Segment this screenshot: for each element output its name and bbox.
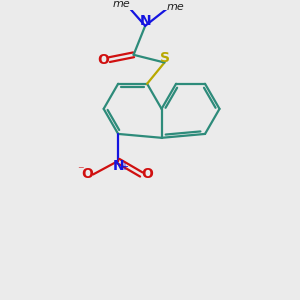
Text: me: me	[112, 0, 130, 9]
Text: S: S	[160, 51, 170, 65]
Text: O: O	[141, 167, 153, 182]
Text: ⁻: ⁻	[77, 164, 84, 177]
Text: N: N	[112, 159, 124, 173]
Text: O: O	[81, 167, 93, 182]
Text: O: O	[97, 52, 109, 67]
Text: me: me	[166, 2, 184, 11]
Text: N: N	[140, 14, 151, 28]
Text: +: +	[120, 162, 128, 172]
